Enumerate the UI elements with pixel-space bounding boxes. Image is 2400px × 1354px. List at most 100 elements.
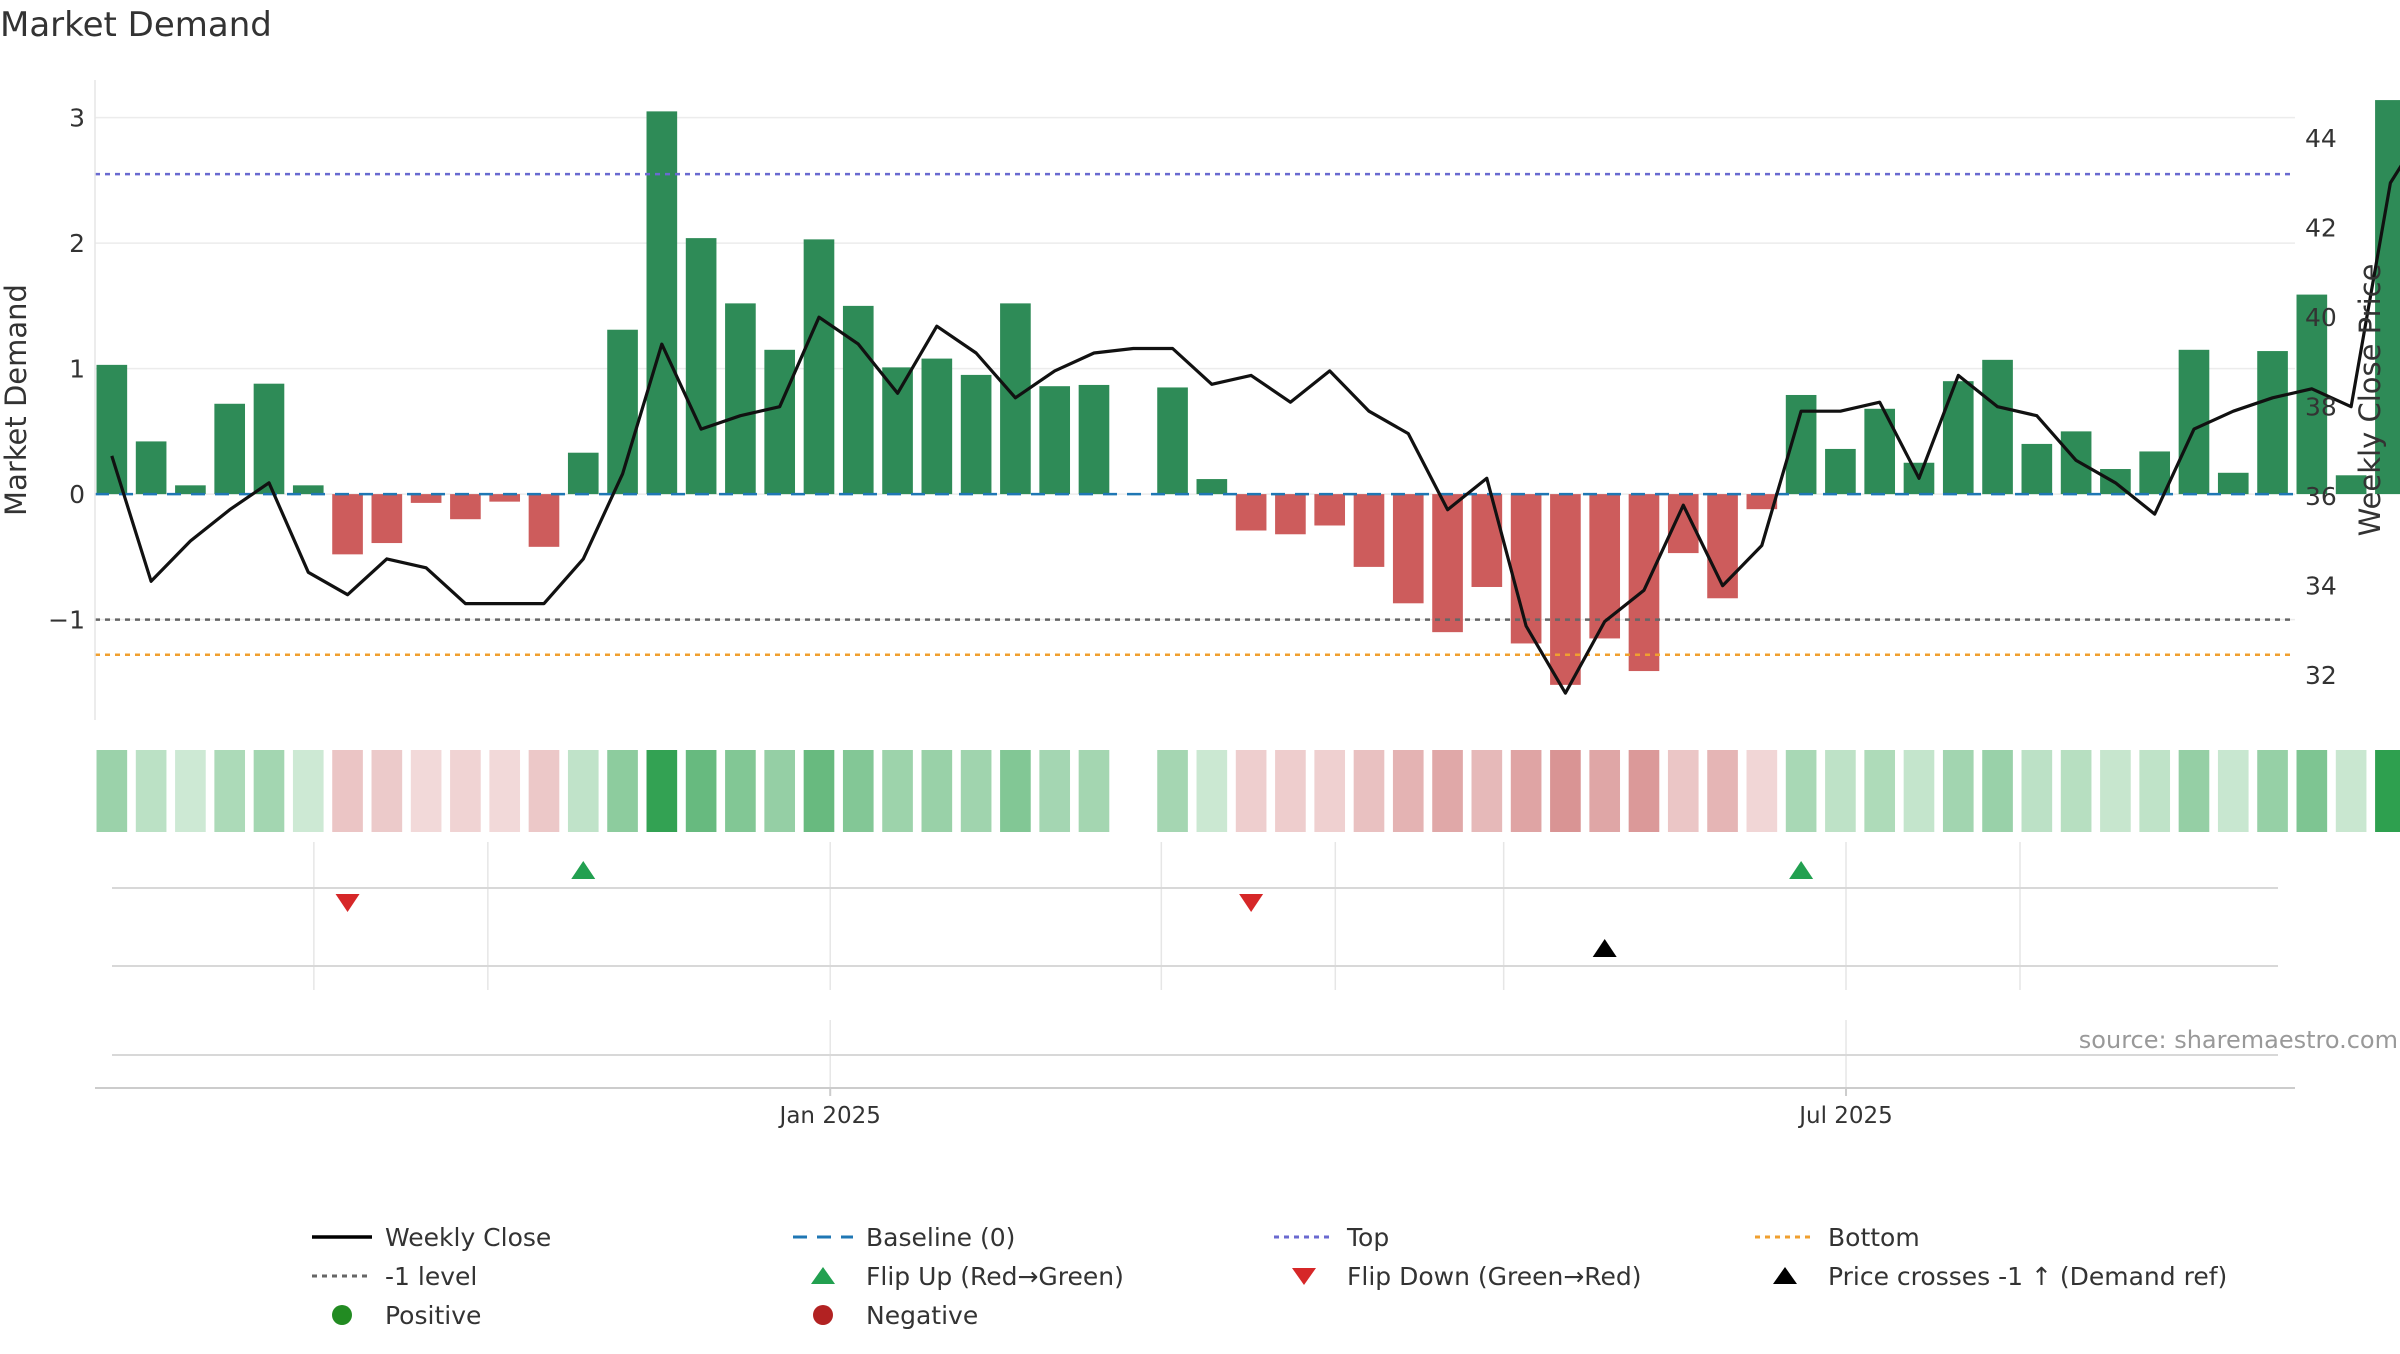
source-credit: source: sharemaestro.com (2079, 1026, 2398, 1054)
legend-label: Weekly Close (385, 1223, 551, 1252)
heat-cell (1432, 750, 1463, 832)
legend-label: Bottom (1828, 1223, 1920, 1252)
legend-label: Positive (385, 1301, 481, 1330)
y-tick-label: −1 (48, 606, 85, 635)
x-axis: Jan 2025 Jul 2025 (95, 1087, 2295, 1129)
legend-item-minus1: -1 level (312, 1262, 477, 1291)
demand-bar-positive (764, 349, 796, 495)
legend-label: Negative (866, 1301, 978, 1330)
legend-triangle-up (1773, 1267, 1797, 1284)
y2-axis-label: Weekly Close Price (2353, 264, 2387, 537)
heat-cell (1707, 750, 1738, 832)
heat-cell (1864, 750, 1896, 832)
legend-label: Flip Down (Green→Red) (1347, 1262, 1642, 1291)
heat-cell (1510, 750, 1542, 832)
y-tick-label: 3 (69, 104, 85, 133)
demand-bar-negative (1235, 494, 1267, 531)
heat-cell (175, 750, 206, 832)
heat-cell (2335, 750, 2367, 832)
demand-bar-positive (921, 358, 953, 495)
heat-strip (96, 750, 2400, 832)
heat-cell (1667, 750, 1699, 832)
legend-item-weekly_close: Weekly Close (312, 1223, 551, 1252)
heat-cell (803, 750, 835, 832)
legend-circle (813, 1305, 833, 1325)
x-tick-label: Jan 2025 (778, 1103, 881, 1129)
grid-layer (95, 116, 2295, 1088)
demand-bar-negative (1471, 494, 1503, 587)
demand-bar-negative (371, 494, 403, 544)
legend-item-baseline: Baseline (0) (793, 1223, 1015, 1252)
heat-cell (2375, 750, 2400, 832)
heat-cell (1039, 750, 1071, 832)
demand-bar-positive (2375, 100, 2400, 495)
reference-lines (95, 172, 2295, 656)
legend-item-top: Top (1274, 1223, 1389, 1252)
demand-bar-positive (2335, 475, 2367, 495)
demand-bar-negative (528, 494, 560, 547)
legend-label: Flip Up (Red→Green) (866, 1262, 1124, 1291)
demand-bars (96, 100, 2400, 685)
legend-item-legend_positive: Positive (332, 1301, 481, 1330)
heat-cell (1196, 750, 1228, 832)
heat-cell (960, 750, 992, 832)
demand-bar-positive (1825, 448, 1856, 495)
heat-cell (450, 750, 481, 832)
heat-cell (685, 750, 717, 832)
heat-cell (1353, 750, 1385, 832)
demand-bar-positive (1039, 386, 1071, 495)
heat-cell (1392, 750, 1424, 832)
heat-cell (1825, 750, 1856, 832)
demand-bar-positive (96, 364, 128, 495)
heat-cell (135, 750, 167, 832)
legend-item-flip_down: Flip Down (Green→Red) (1292, 1262, 1642, 1291)
heat-cell (1235, 750, 1267, 832)
demand-bar-positive (803, 239, 835, 495)
heat-cell (1589, 750, 1621, 832)
demand-bar-positive (2178, 349, 2210, 495)
legend-label: Baseline (0) (866, 1223, 1015, 1252)
y-axis-label: Market Demand (0, 284, 33, 516)
demand-bar-positive (1078, 384, 1110, 495)
legend-circle (332, 1305, 352, 1325)
heat-cell (607, 750, 638, 832)
heat-cell (410, 750, 442, 832)
demand-bar-positive (2139, 451, 2171, 495)
demand-bar-positive (2217, 472, 2249, 495)
legend-label: -1 level (385, 1262, 477, 1291)
demand-bar-positive (253, 383, 285, 495)
heat-cell (842, 750, 874, 832)
demand-bar-positive (1982, 359, 2013, 495)
heat-cell (1275, 750, 1306, 832)
demand-bar-positive (292, 485, 324, 495)
demand-bar-positive (646, 111, 678, 495)
y2-tick-label: 40 (2305, 303, 2337, 332)
demand-bar-negative (410, 494, 442, 503)
heat-cell (2178, 750, 2210, 832)
heat-cell (332, 750, 363, 832)
heat-cell (253, 750, 285, 832)
demand-bar-negative (1275, 494, 1306, 535)
heat-cell (2060, 750, 2092, 832)
heat-cell (1942, 750, 1974, 832)
demand-bar-positive (135, 441, 167, 495)
demand-bar-positive (1942, 381, 1974, 495)
heat-cell (725, 750, 756, 832)
event-markers (112, 861, 2278, 1056)
demand-bar-negative (450, 494, 481, 520)
demand-bar-positive (842, 305, 874, 495)
y-tick-label: 1 (69, 355, 85, 384)
y2-tick-label: 44 (2305, 124, 2337, 153)
y2-tick-label: 32 (2305, 661, 2337, 690)
heat-cell (214, 750, 246, 832)
y-tick-label: 2 (69, 229, 85, 258)
price-cross-marker (1592, 939, 1617, 957)
demand-bar-positive (2257, 351, 2288, 495)
heat-cell (882, 750, 913, 832)
heat-cell (2021, 750, 2053, 832)
heat-cell (1157, 750, 1188, 832)
demand-bar-positive (1157, 387, 1188, 495)
